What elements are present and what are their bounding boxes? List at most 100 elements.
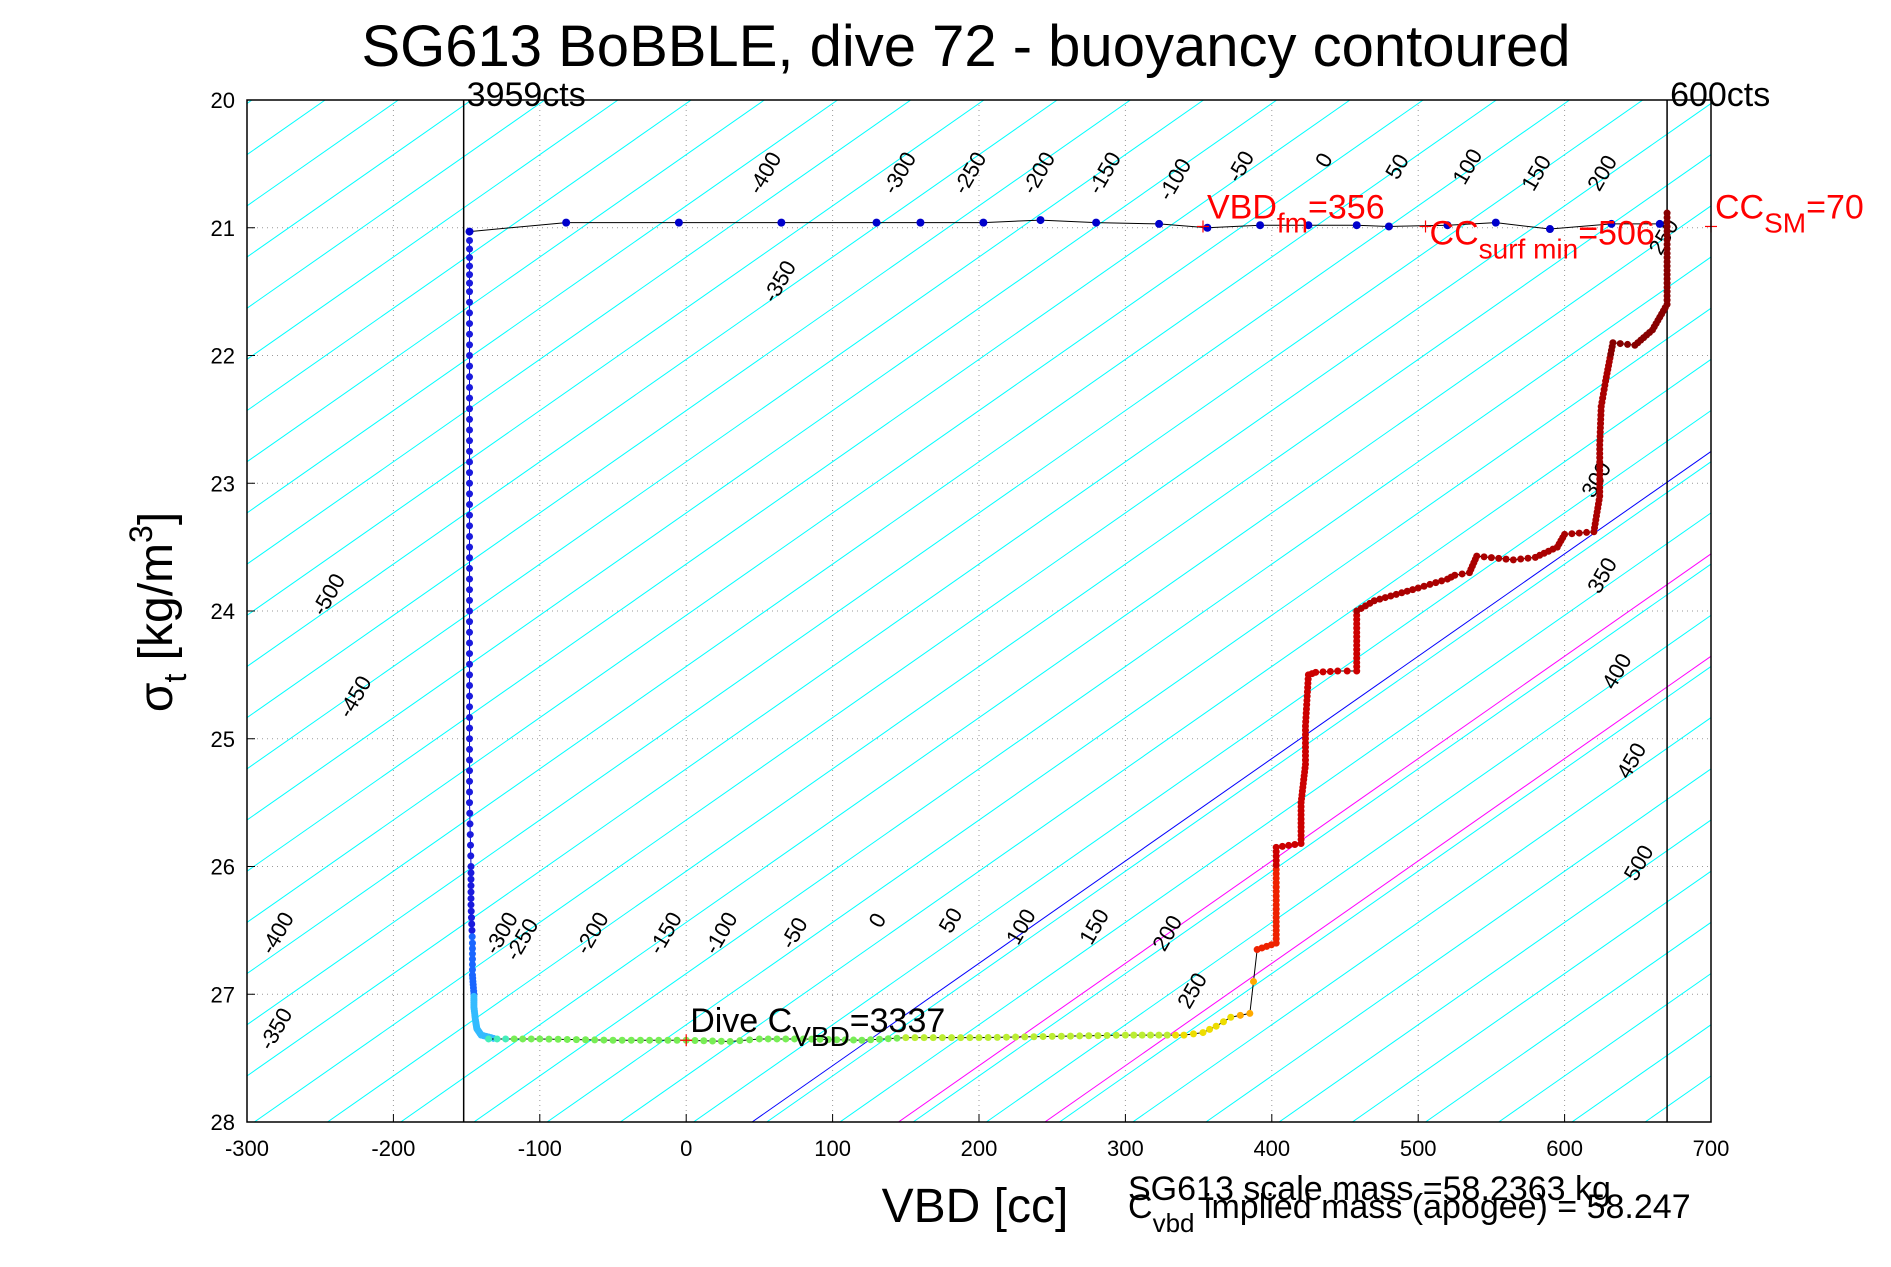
- y-tick-label: 27: [211, 982, 235, 1007]
- descent-point: [466, 320, 474, 328]
- isoline-label: -200: [570, 908, 614, 959]
- bottom-point: [664, 1036, 672, 1044]
- descent-point: [466, 596, 474, 604]
- isoline-label: -50: [1222, 146, 1260, 186]
- ascent-point: [1426, 580, 1434, 588]
- bottom-point: [1039, 1033, 1047, 1041]
- descent-point: [467, 894, 475, 902]
- surface-point: [1304, 221, 1313, 230]
- descent-point: [466, 756, 474, 764]
- ascent-point: [1609, 339, 1617, 347]
- surface-point: [1607, 219, 1616, 228]
- isoline-label: 450: [1611, 738, 1651, 782]
- descent-point: [466, 426, 474, 434]
- isoline-label: -350: [757, 256, 801, 307]
- bottom-point: [493, 1035, 501, 1043]
- isoline: [327, 154, 1711, 1122]
- scale-mass-note: SG613 scale mass =58.2363 kg: [1128, 1170, 1611, 1208]
- descent-point: [466, 490, 474, 498]
- ascent-point: [1509, 556, 1517, 564]
- surface-point: [1384, 222, 1393, 231]
- bottom-point: [1250, 977, 1257, 985]
- isoline: [247, 100, 1351, 872]
- ascent-point: [1272, 843, 1280, 851]
- bottom-point: [782, 1035, 790, 1043]
- surface-trace: [469, 219, 1660, 233]
- ascent-point: [1432, 579, 1440, 587]
- descent-point: [466, 639, 474, 647]
- isoline: [986, 614, 1711, 1122]
- bottom-point: [673, 1036, 681, 1044]
- isoline: [1059, 665, 1711, 1122]
- descent-point: [466, 383, 474, 391]
- ascent-point: [1387, 592, 1395, 600]
- descent-point: [466, 279, 474, 287]
- ascent-point: [1575, 529, 1583, 537]
- x-tick-label: -100: [518, 1136, 562, 1161]
- bottom-point: [1112, 1031, 1120, 1039]
- descent-point: [467, 907, 475, 915]
- bottom-point: [755, 1035, 763, 1043]
- isoline: [620, 358, 1711, 1122]
- isoline-label: 0: [863, 909, 891, 932]
- descent-point: [466, 607, 474, 615]
- isoline-label: 0: [1310, 149, 1338, 172]
- surface-point: [1545, 225, 1554, 234]
- ascent-point: [1473, 552, 1481, 560]
- ascent-point: [1495, 554, 1503, 562]
- bottom-point: [1067, 1032, 1074, 1040]
- x-tick-label: -300: [225, 1136, 269, 1161]
- x-tick-label: 300: [1107, 1136, 1144, 1161]
- isoline: [693, 409, 1711, 1122]
- surface-point: [1155, 219, 1164, 228]
- descent-point: [467, 914, 475, 922]
- descent-point: [466, 362, 474, 370]
- descent-point: [467, 852, 475, 860]
- descent-point: [466, 809, 474, 817]
- descent-point: [466, 254, 474, 262]
- surface-point: [979, 218, 988, 227]
- ascent-point: [1392, 590, 1400, 598]
- bottom-point: [1227, 1013, 1235, 1021]
- bottom-point: [875, 1035, 883, 1043]
- ascent-point: [1291, 840, 1299, 848]
- surface-point: [1203, 223, 1212, 232]
- descent-point: [467, 863, 475, 870]
- isoline: [254, 102, 1711, 1122]
- y-tick-label: 20: [211, 88, 235, 113]
- descent-point: [468, 966, 476, 974]
- ascent-point: [1403, 587, 1411, 595]
- ascent-point: [1319, 668, 1327, 676]
- bottom-point: [841, 1036, 849, 1044]
- bottom-point: [502, 1035, 510, 1043]
- descent-point: [466, 660, 474, 668]
- bottom-point: [1002, 1033, 1010, 1041]
- isoline-label: 350: [1582, 553, 1622, 597]
- descent-point: [466, 554, 474, 562]
- descent-point: [466, 405, 474, 413]
- bottom-point: [1180, 1031, 1188, 1039]
- bottom-point: [966, 1034, 974, 1042]
- isoline-label: 100: [1447, 144, 1487, 188]
- descent-point: [466, 245, 474, 253]
- bottom-point: [1155, 1031, 1163, 1039]
- bottom-point: [582, 1036, 590, 1044]
- isoline-label: -350: [254, 1004, 298, 1055]
- descent-point: [466, 352, 474, 359]
- isoline: [247, 100, 912, 565]
- bottom-point: [975, 1034, 983, 1042]
- descent-point: [468, 960, 476, 968]
- bottom-point: [1236, 1011, 1244, 1019]
- descent-point: [467, 869, 475, 877]
- isoline: [247, 100, 1058, 668]
- bottom-point: [1130, 1031, 1138, 1039]
- bottom-point: [858, 1036, 866, 1044]
- implied-mass-note: Cvbd implied mass (apogee) = 58.247: [1128, 1188, 1691, 1238]
- descent-point: [467, 901, 475, 909]
- ascent-point: [1487, 554, 1495, 562]
- bottom-point: [1219, 1018, 1227, 1026]
- annotations: Dive CVBD=3337 VBDfm=356 CCsurf min=506 CCS…: [680, 188, 1864, 1052]
- y-tick-label: 21: [211, 216, 235, 241]
- surface-point: [872, 218, 881, 227]
- bottom-point: [1121, 1031, 1129, 1039]
